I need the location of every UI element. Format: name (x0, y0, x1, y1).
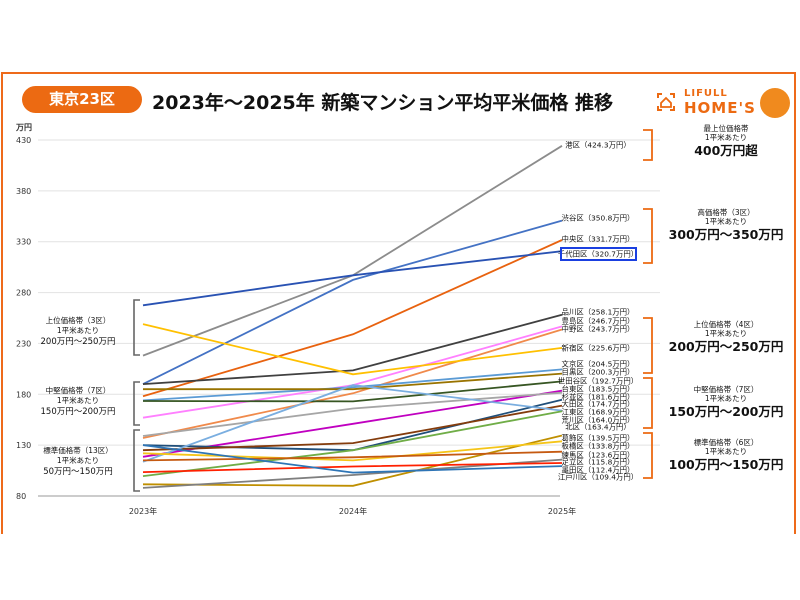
series-line-杉並区 (142, 391, 563, 437)
series-line-中野区 (142, 328, 563, 439)
y-tick-label: 330 (16, 238, 31, 247)
series-line-葛飾区 (142, 434, 563, 487)
y-axis-unit: 万円 (15, 123, 32, 132)
series-end-label: 墨田区（112.4万円） (562, 466, 635, 475)
series-line-中央区 (142, 239, 563, 398)
left-band-title: 標準価格帯（13区） (43, 445, 113, 455)
right-band-sub: 1平米あたり (705, 393, 747, 403)
series-end-label: 千代田区（320.7万円） (558, 250, 638, 259)
series-line-荒川区 (142, 384, 563, 463)
series-end-label: 江戸川区（109.4万円） (558, 473, 638, 482)
series-line-世田谷区 (142, 380, 563, 403)
right-band-title: 上位価格帯（4区） (694, 319, 759, 329)
left-band-range: 200万円～250万円 (41, 337, 116, 347)
series-end-label: 文京区（204.5万円） (562, 360, 635, 369)
right-band-range: 300万円～350万円 (669, 227, 784, 242)
series-line-渋谷区 (142, 219, 563, 385)
logo-text-top: LIFULL (684, 88, 728, 99)
series-line-千代田区 (142, 250, 563, 307)
series-line-墨田区 (142, 462, 563, 473)
series-end-label: 世田谷区（192.7万円） (558, 377, 638, 386)
left-band-range: 50万円～150万円 (43, 467, 113, 477)
right-bracket (643, 208, 653, 264)
series-end-label: 大田区（174.7万円） (562, 400, 635, 409)
y-tick-label: 80 (16, 492, 26, 501)
series-line-品川区 (142, 313, 563, 385)
y-tick-label: 280 (16, 289, 31, 298)
series-line-港区 (142, 145, 563, 357)
right-band-title: 高価格帯（3区） (697, 207, 754, 217)
y-tick-label: 130 (16, 441, 31, 450)
right-band-sub: 1平米あたり (705, 328, 747, 338)
series-end-label: 新宿区（225.6万円） (562, 344, 635, 353)
y-tick-label: 180 (16, 390, 31, 399)
series-line-北区 (142, 410, 563, 477)
series-line-江東区 (142, 404, 563, 452)
right-band-range: 150万円～200万円 (669, 404, 784, 419)
right-band-title: 最上位価格帯 (704, 123, 749, 133)
series-end-label: 品川区（258.1万円） (562, 308, 635, 317)
series-end-label: 港区（424.3万円） (565, 141, 631, 150)
series-line-文京区 (142, 368, 563, 402)
right-band-range: 200万円～250万円 (669, 339, 784, 354)
y-tick-label: 430 (16, 136, 31, 145)
right-band-sub: 1平米あたり (705, 132, 747, 142)
series-end-label: 豊島区（246.7万円） (562, 317, 635, 326)
right-bracket (643, 129, 653, 161)
x-tick-label: 2023年 (129, 506, 157, 516)
mascot-icon (760, 88, 790, 118)
right-band-sub: 1平米あたり (705, 216, 747, 226)
series-end-label: 板橋区（133.8万円） (562, 442, 635, 451)
right-bracket (643, 432, 653, 479)
region-badge: 東京23区 (22, 86, 142, 113)
page-title: 2023年～2025年 新築マンション平均平米価格 推移 (152, 92, 613, 114)
series-end-label: 目黒区（200.3万円） (562, 368, 635, 377)
left-band-sub: 1平米あたり (57, 325, 99, 335)
left-bracket (133, 381, 140, 426)
y-tick-label: 380 (16, 187, 31, 196)
series-line-新宿区 (142, 323, 563, 376)
right-bracket (643, 377, 653, 429)
series-end-label: 台東区（183.5万円） (562, 385, 635, 394)
right-band-range: 100万円～150万円 (669, 457, 784, 472)
series-end-label: 中央区（331.7万円） (562, 235, 635, 244)
series-end-label: 葛飾区（139.5万円） (562, 434, 635, 443)
right-bracket (643, 317, 653, 374)
series-line-江戸川区 (142, 444, 563, 474)
series-line-板橋区 (142, 440, 563, 462)
brand-logo: LIFULL HOME'S (656, 88, 791, 124)
left-band-title: 中堅価格帯（7区） (46, 385, 111, 395)
series-end-label: 渋谷区（350.8万円） (562, 214, 635, 223)
left-bracket (133, 299, 140, 356)
series-end-label: 足立区（115.8万円） (562, 458, 635, 467)
series-end-label: 中野区（243.7万円） (562, 325, 635, 334)
left-band-title: 上位価格帯（3区） (46, 315, 111, 325)
logo-text-bottom: HOME'S (684, 99, 756, 117)
x-tick-label: 2025年 (548, 506, 576, 516)
series-line-豊島区 (142, 325, 563, 419)
x-tick-label: 2024年 (339, 506, 367, 516)
right-band-sub: 1平米あたり (705, 446, 747, 456)
left-band-sub: 1平米あたり (57, 395, 99, 405)
left-band-range: 150万円～200万円 (41, 407, 116, 417)
series-end-label: 北区（163.4万円） (565, 423, 631, 432)
series-end-label: 練馬区（123.6万円） (562, 451, 635, 460)
right-band-title: 中堅価格帯（7区） (694, 384, 759, 394)
left-band-sub: 1平米あたり (57, 455, 99, 465)
left-bracket (133, 429, 140, 492)
series-end-label: 杉並区（181.6万円） (562, 393, 635, 402)
right-band-title: 標準価格帯（6区） (694, 437, 759, 447)
house-icon (657, 93, 675, 111)
series-line-練馬区 (142, 450, 563, 462)
right-band-range: 400万円超 (694, 143, 758, 158)
series-line-目黒区 (143, 372, 563, 391)
frame-border (1, 72, 796, 534)
series-end-label: 江東区（168.9万円） (562, 408, 635, 417)
y-tick-label: 230 (16, 339, 31, 348)
highlight-box (560, 247, 637, 261)
series-end-label: 荒川区（164.0万円） (562, 416, 635, 425)
